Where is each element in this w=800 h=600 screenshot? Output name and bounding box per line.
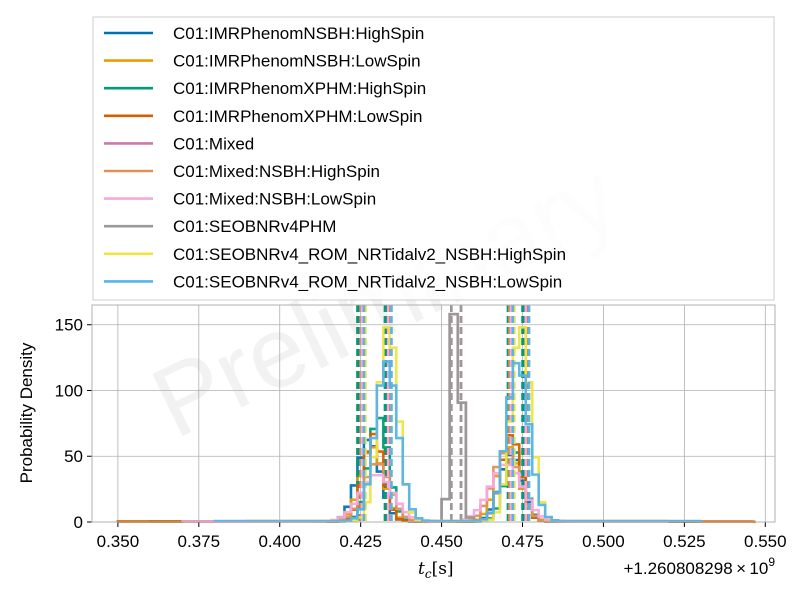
series-7 [440,305,476,522]
x-tick-label: 0.525 [663,532,706,551]
x-axis-offset-label: +1.260808298 × 109 [623,555,775,578]
x-tick-label: 0.450 [420,532,463,551]
x-tick-label: 0.400 [258,532,301,551]
plot-frame [91,304,776,523]
x-tick-label: 0.475 [501,532,544,551]
legend-frame [92,16,775,301]
x-axis-label: tc[s] [418,559,454,581]
y-tick-label: 150 [55,316,83,335]
x-tick-label: 0.425 [339,532,382,551]
legend-label: C01:SEOBNRv4PHM [173,217,336,236]
legend-label: C01:IMRPhenomNSBH:HighSpin [173,24,424,43]
histogram-step [116,432,756,524]
x-tick-label: 0.500 [582,532,625,551]
y-tick-label: 50 [64,447,83,466]
x-axis-ticks: 0.350 0.375 0.400 0.425 0.450 0.475 0.500 0.525… [97,522,787,551]
series-9 [213,305,702,523]
legend-label: C01:IMRPhenomXPHM:HighSpin [173,79,426,98]
x-axis-label-sub: c [425,567,432,581]
y-axis-label: Probability Density [17,342,36,483]
legend-label: C01:IMRPhenomNSBH:LowSpin [173,52,421,71]
histogram-step [440,312,476,522]
legend-label: C01:IMRPhenomXPHM:LowSpin [173,107,422,126]
y-tick-label: 0 [74,513,83,532]
histogram-step [148,438,702,523]
x-axis-label-var: t [418,559,425,579]
legend: C01:IMRPhenomNSBH:HighSpin C01:IMRPhenomN… [92,16,775,301]
legend-label: C01:Mixed:NSBH:HighSpin [173,162,380,181]
x-axis-offset-exponent: 9 [768,555,775,569]
histogram-step [181,463,670,523]
x-axis-label-unit: [s] [432,559,454,579]
x-tick-label: 0.550 [744,532,787,551]
histogram-step [213,360,702,523]
y-tick-label: 100 [55,381,83,400]
legend-label: C01:Mixed [173,134,254,153]
x-tick-label: 0.375 [178,532,221,551]
x-tick-label: 0.350 [97,532,140,551]
legend-label: C01:Mixed:NSBH:LowSpin [173,190,376,209]
x-axis-offset-base: +1.260808298 × 10 [623,559,768,578]
y-axis-ticks: 0 50 100 150 [55,316,92,532]
legend-label: C01:SEOBNRv4_ROM_NRTidalv2_NSBH:HighSpin [173,245,566,264]
legend-label: C01:SEOBNRv4_ROM_NRTidalv2_NSBH:LowSpin [173,272,562,291]
